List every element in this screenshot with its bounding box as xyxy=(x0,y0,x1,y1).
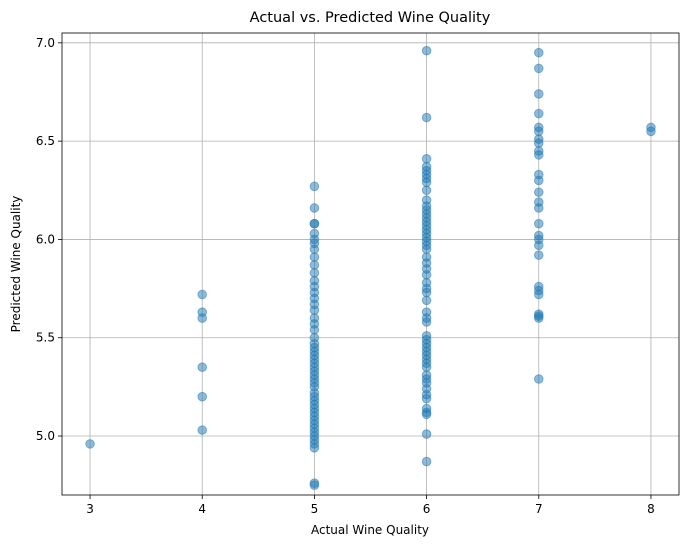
data-point xyxy=(197,425,208,435)
y-tick-label: 5.0 xyxy=(36,429,55,443)
data-point xyxy=(421,362,432,373)
data-point xyxy=(533,187,544,198)
data-point xyxy=(309,305,320,316)
data-point xyxy=(309,268,320,278)
y-tick-label: 5.5 xyxy=(36,331,55,345)
data-point xyxy=(533,203,544,213)
data-point xyxy=(197,391,208,402)
data-point xyxy=(421,456,432,467)
data-point xyxy=(533,89,544,99)
data-point xyxy=(533,374,544,384)
data-point xyxy=(421,270,432,280)
data-points xyxy=(85,45,656,490)
data-point xyxy=(309,203,320,213)
data-point xyxy=(309,252,320,262)
data-point xyxy=(533,108,544,119)
data-point xyxy=(533,289,544,300)
data-point xyxy=(197,289,208,300)
plot-area-frame xyxy=(61,32,680,496)
data-point xyxy=(421,295,432,306)
x-tick-label: 6 xyxy=(423,502,431,516)
data-point xyxy=(421,45,432,56)
data-point xyxy=(533,218,544,229)
x-axis-ticks: 3 4 5 6 7 8 xyxy=(86,495,655,516)
data-point xyxy=(421,112,432,123)
x-tick-label: 8 xyxy=(647,502,655,516)
data-point xyxy=(533,240,544,251)
x-tick-label: 7 xyxy=(535,502,543,516)
data-point xyxy=(646,126,656,137)
data-point xyxy=(197,313,208,323)
y-tick-label: 6.5 xyxy=(36,134,55,148)
x-axis-label: Actual Wine Quality xyxy=(311,523,429,537)
data-point xyxy=(533,313,544,323)
data-point xyxy=(309,244,320,255)
x-tick-label: 3 xyxy=(86,502,94,516)
data-point xyxy=(533,175,544,186)
data-point xyxy=(421,287,432,298)
data-point xyxy=(533,138,544,148)
data-point xyxy=(421,429,432,439)
data-point xyxy=(421,317,432,327)
data-point xyxy=(533,47,544,58)
data-point xyxy=(533,250,544,260)
data-point xyxy=(309,325,320,335)
data-point xyxy=(421,409,432,420)
data-point xyxy=(533,150,544,160)
chart-title: Actual vs. Predicted Wine Quality xyxy=(250,10,491,26)
x-tick-label: 5 xyxy=(311,502,319,516)
data-point xyxy=(309,260,320,270)
x-tick-label: 4 xyxy=(198,502,206,516)
data-point xyxy=(309,218,320,229)
data-point xyxy=(309,181,320,192)
data-point xyxy=(421,177,432,188)
data-point xyxy=(421,154,432,164)
y-tick-label: 7.0 xyxy=(36,36,55,50)
data-point xyxy=(197,362,208,373)
data-point xyxy=(533,63,544,74)
data-point xyxy=(421,185,432,196)
data-point xyxy=(309,480,320,490)
data-point xyxy=(533,126,544,137)
data-point xyxy=(85,439,95,449)
y-tick-label: 6.0 xyxy=(36,232,55,246)
grid xyxy=(62,33,679,495)
data-point xyxy=(421,244,432,255)
data-point xyxy=(309,443,320,453)
data-point xyxy=(421,393,432,404)
y-axis-ticks: 5.0 5.5 6.0 6.5 7.0 xyxy=(36,36,62,443)
y-axis-label: Predicted Wine Quality xyxy=(9,196,23,333)
